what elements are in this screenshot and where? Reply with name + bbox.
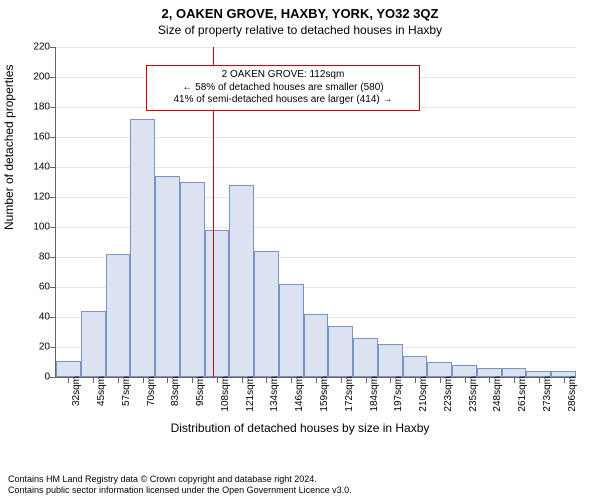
histogram-bar xyxy=(106,254,131,377)
y-tick xyxy=(50,167,56,168)
x-tick-label: 197sqm xyxy=(393,376,404,412)
x-axis-label: Distribution of detached houses by size … xyxy=(0,421,600,435)
histogram-bar xyxy=(229,185,254,377)
y-tick xyxy=(50,377,56,378)
x-tick xyxy=(68,377,69,383)
y-tick xyxy=(50,227,56,228)
chart-container: Number of detached properties 0204060801… xyxy=(0,37,600,437)
x-tick-label: 184sqm xyxy=(369,376,380,412)
x-tick xyxy=(489,377,490,383)
y-tick xyxy=(50,287,56,288)
y-tick xyxy=(50,197,56,198)
x-tick-label: 146sqm xyxy=(294,376,305,412)
histogram-bar xyxy=(328,326,353,377)
footer-line-1: Contains HM Land Registry data © Crown c… xyxy=(8,474,352,485)
histogram-bar xyxy=(81,311,106,377)
y-tick xyxy=(50,107,56,108)
y-tick-label: 80 xyxy=(24,252,50,263)
histogram-bar xyxy=(403,356,428,377)
x-tick xyxy=(192,377,193,383)
x-tick-label: 172sqm xyxy=(344,376,355,412)
x-tick-label: 261sqm xyxy=(517,376,528,412)
x-tick-label: 108sqm xyxy=(220,376,231,412)
y-axis-label: Number of detached properties xyxy=(2,65,16,230)
x-tick-label: 134sqm xyxy=(269,376,280,412)
annotation-line-3: 41% of semi-detached houses are larger (… xyxy=(153,94,413,107)
x-tick-label: 57sqm xyxy=(121,376,132,406)
x-tick xyxy=(316,377,317,383)
x-tick xyxy=(291,377,292,383)
plot-area: 02040608010012014016018020022032sqm45sqm… xyxy=(55,47,576,378)
y-tick-label: 20 xyxy=(24,342,50,353)
x-tick xyxy=(514,377,515,383)
x-tick-label: 248sqm xyxy=(492,376,503,412)
y-tick-label: 180 xyxy=(24,102,50,113)
annotation-line-1: 2 OAKEN GROVE: 112sqm xyxy=(153,69,413,82)
x-tick-label: 83sqm xyxy=(170,376,181,406)
x-tick-label: 273sqm xyxy=(542,376,553,412)
x-tick xyxy=(341,377,342,383)
histogram-bar xyxy=(155,176,180,377)
histogram-bar xyxy=(205,230,230,377)
histogram-bar xyxy=(378,344,403,377)
x-tick xyxy=(143,377,144,383)
footer-line-2: Contains public sector information licen… xyxy=(8,485,352,496)
x-tick-label: 45sqm xyxy=(96,376,107,406)
histogram-bar xyxy=(56,361,81,378)
histogram-bar xyxy=(304,314,329,377)
y-tick-label: 60 xyxy=(24,282,50,293)
histogram-bar xyxy=(427,362,452,377)
x-tick xyxy=(118,377,119,383)
x-tick-label: 32sqm xyxy=(71,376,82,406)
x-tick-label: 70sqm xyxy=(146,376,157,406)
gridline xyxy=(56,47,576,48)
y-tick-label: 0 xyxy=(24,372,50,383)
y-tick xyxy=(50,317,56,318)
histogram-bar xyxy=(180,182,205,377)
page-title: 2, OAKEN GROVE, HAXBY, YORK, YO32 3QZ xyxy=(0,6,600,21)
histogram-bar xyxy=(279,284,304,377)
annotation-box: 2 OAKEN GROVE: 112sqm← 58% of detached h… xyxy=(146,65,420,111)
x-tick-label: 235sqm xyxy=(468,376,479,412)
x-tick xyxy=(564,377,565,383)
y-tick xyxy=(50,47,56,48)
x-tick xyxy=(390,377,391,383)
x-tick xyxy=(167,377,168,383)
y-tick xyxy=(50,347,56,348)
histogram-bar xyxy=(254,251,279,377)
x-tick xyxy=(242,377,243,383)
attribution-footer: Contains HM Land Registry data © Crown c… xyxy=(8,474,352,496)
y-tick xyxy=(50,257,56,258)
x-tick-label: 159sqm xyxy=(319,376,330,412)
y-tick-label: 140 xyxy=(24,162,50,173)
annotation-line-2: ← 58% of detached houses are smaller (58… xyxy=(153,82,413,95)
y-tick xyxy=(50,77,56,78)
y-tick xyxy=(50,137,56,138)
x-tick xyxy=(366,377,367,383)
x-tick xyxy=(266,377,267,383)
y-tick-label: 120 xyxy=(24,192,50,203)
x-tick-label: 95sqm xyxy=(195,376,206,406)
y-tick-label: 100 xyxy=(24,222,50,233)
x-tick xyxy=(539,377,540,383)
x-tick-label: 223sqm xyxy=(443,376,454,412)
x-tick-label: 210sqm xyxy=(418,376,429,412)
histogram-bar xyxy=(130,119,155,377)
x-tick-label: 286sqm xyxy=(567,376,578,412)
y-tick-label: 200 xyxy=(24,72,50,83)
x-tick xyxy=(217,377,218,383)
x-tick xyxy=(440,377,441,383)
x-tick xyxy=(465,377,466,383)
page-subtitle: Size of property relative to detached ho… xyxy=(0,23,600,37)
x-tick xyxy=(93,377,94,383)
x-tick-label: 121sqm xyxy=(245,376,256,412)
histogram-bar xyxy=(353,338,378,377)
y-tick-label: 40 xyxy=(24,312,50,323)
y-tick-label: 220 xyxy=(24,42,50,53)
x-tick xyxy=(415,377,416,383)
y-tick-label: 160 xyxy=(24,132,50,143)
